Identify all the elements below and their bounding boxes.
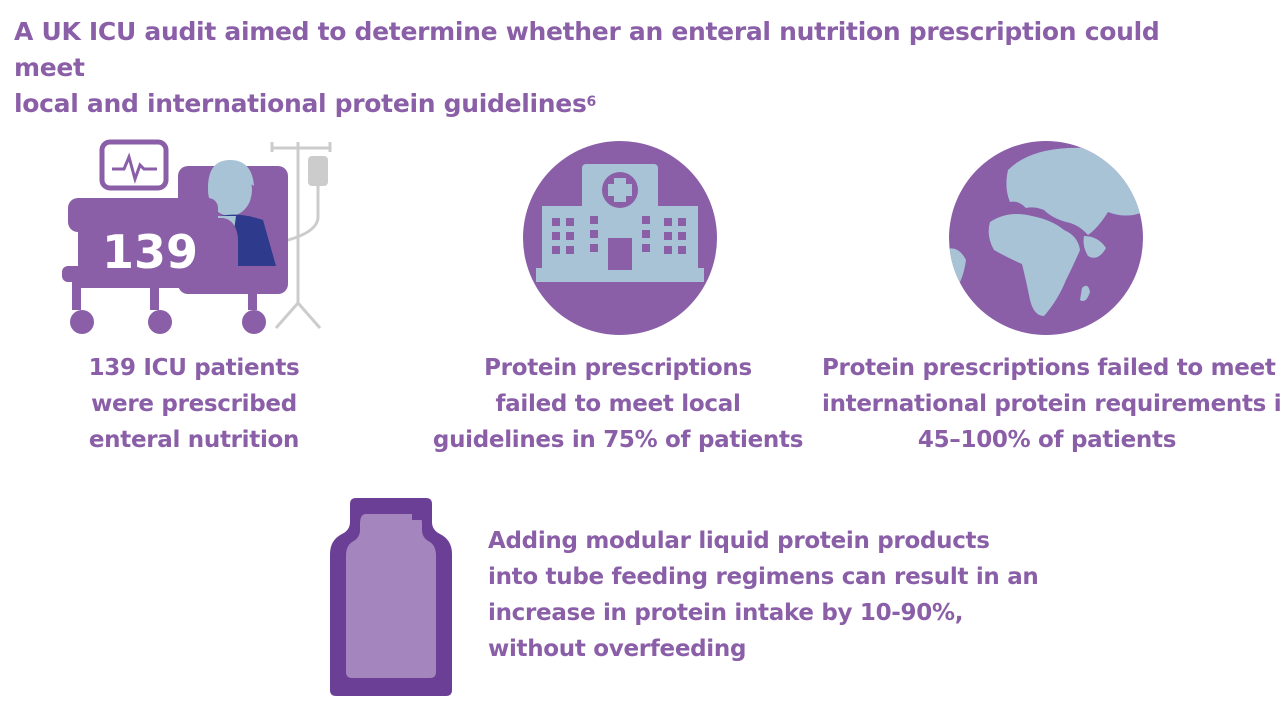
globe-icon (949, 141, 1143, 335)
caption-line: guidelines in 75% of patients (432, 427, 804, 453)
caption-line: Protein prescriptions (484, 355, 752, 381)
title-reference: 6 (586, 94, 597, 110)
icu-bed-icon: 139 (62, 139, 332, 334)
caption-patients: 139 ICU patients were prescribed enteral… (44, 350, 344, 458)
caption-line: enteral nutrition (88, 427, 300, 453)
protein-pouch-icon (330, 498, 452, 696)
bed-number: 139 (102, 225, 198, 279)
caption-international-requirements: Protein prescriptions failed to meet int… (822, 350, 1280, 458)
caption-line: failed to meet local (495, 391, 741, 417)
statement-line: increase in protein intake by 10-90%, (488, 600, 964, 626)
page-title: A UK ICU audit aimed to determine whethe… (14, 14, 1214, 122)
title-line-1: A UK ICU audit aimed to determine whethe… (14, 17, 1160, 82)
hospital-icon (523, 141, 717, 335)
title-line-2-text: local and international protein guidelin… (14, 89, 587, 118)
statement-line: into tube feeding regimens can result in… (488, 564, 1039, 590)
caption-line: international protein requirements in (822, 391, 1280, 417)
statement-line: without overfeeding (488, 636, 747, 662)
caption-line: were prescribed (91, 391, 297, 417)
monitor-icon (99, 139, 169, 191)
caption-line: 45–100% of patients (917, 427, 1177, 453)
statement-line: Adding modular liquid protein products (488, 528, 990, 554)
caption-line: Protein prescriptions failed to meet (822, 355, 1276, 381)
caption-local-guidelines: Protein prescriptions failed to meet loc… (418, 350, 818, 458)
caption-line: 139 ICU patients (88, 355, 300, 381)
bottom-statement: Adding modular liquid protein products i… (488, 523, 1048, 667)
title-line-2: local and international protein guidelin… (14, 86, 1214, 122)
